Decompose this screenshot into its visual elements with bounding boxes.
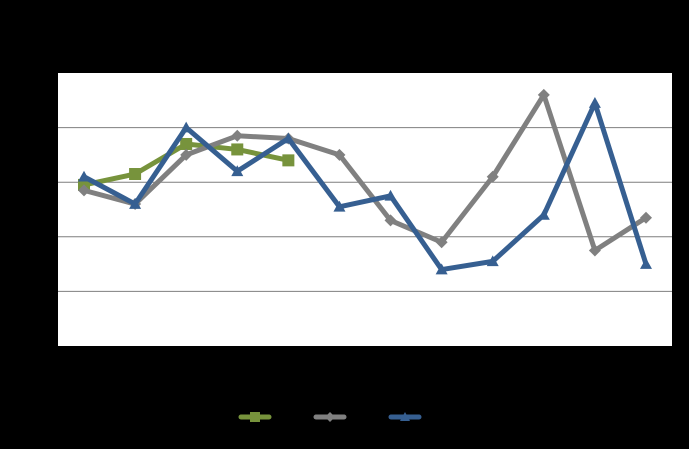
- data-point-marker: [486, 170, 499, 183]
- gridlines: [58, 127, 672, 292]
- data-point-marker: [333, 200, 346, 212]
- data-point-marker: [384, 214, 397, 227]
- legend: [238, 412, 422, 422]
- data-point-marker: [435, 236, 448, 249]
- legend-entry-2: [313, 412, 347, 422]
- data-point-marker: [486, 255, 499, 267]
- data-point-marker: [384, 189, 397, 201]
- data-point-marker: [180, 137, 193, 150]
- data-point-marker: [537, 208, 550, 220]
- plot-area: [58, 73, 672, 346]
- series-lines: [78, 88, 652, 275]
- data-point-marker: [231, 143, 244, 156]
- data-point-marker: [640, 258, 652, 269]
- data-point-marker: [180, 148, 193, 161]
- data-point-marker: [588, 97, 601, 108]
- data-point-marker: [78, 184, 90, 197]
- data-point-marker: [400, 412, 410, 421]
- data-point-marker: [129, 168, 142, 181]
- data-point-marker: [435, 263, 448, 275]
- data-point-marker: [129, 198, 142, 209]
- legend-entry-3: [388, 412, 422, 421]
- data-point-marker: [537, 88, 550, 101]
- series-line: [81, 100, 649, 273]
- data-point-marker: [231, 129, 244, 142]
- series-line: [81, 92, 649, 253]
- data-point-marker: [588, 244, 601, 257]
- data-point-marker: [325, 412, 335, 422]
- data-point-marker: [78, 170, 90, 182]
- data-point-marker: [282, 132, 295, 144]
- series-3: [78, 97, 652, 275]
- data-point-marker: [180, 121, 193, 133]
- legend-entry-1: [238, 412, 272, 422]
- data-point-marker: [231, 165, 244, 177]
- data-point-marker: [333, 148, 346, 161]
- data-point-marker: [640, 211, 652, 224]
- data-point-marker: [282, 154, 295, 167]
- data-point-marker: [250, 412, 260, 422]
